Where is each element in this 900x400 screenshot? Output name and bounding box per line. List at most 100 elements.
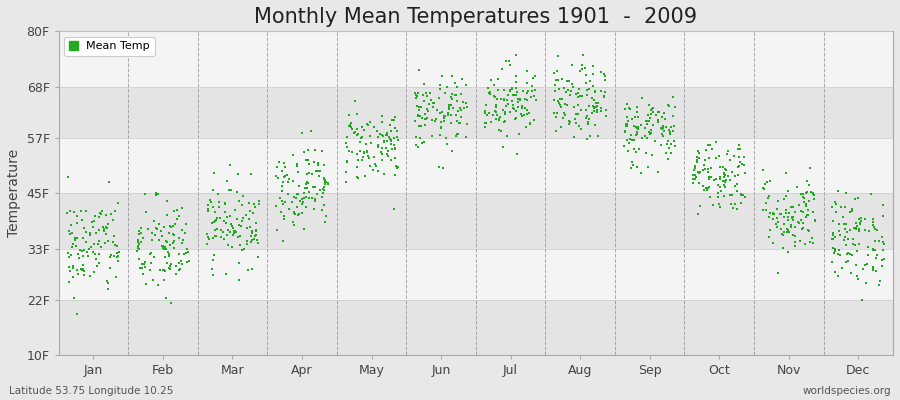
Point (734, 192, 748, 198)
Point (799, 189, 814, 196)
Point (158, 246, 173, 252)
Point (770, 206, 784, 212)
Point (292, 182, 307, 189)
Point (87, 241, 102, 248)
Point (527, 117, 542, 123)
Point (793, 238, 807, 244)
Point (98, 230, 112, 237)
Point (133, 265, 148, 271)
Point (339, 158, 354, 164)
Point (736, 162, 751, 168)
Point (459, 100, 473, 106)
Point (212, 204, 226, 210)
Point (629, 132, 643, 138)
Point (873, 277, 887, 284)
Point (700, 186, 715, 193)
Point (163, 242, 177, 248)
Point (297, 226, 311, 232)
Point (806, 191, 820, 198)
Point (691, 180, 706, 186)
Point (380, 132, 394, 139)
Point (631, 114, 645, 120)
Point (144, 250, 158, 256)
Point (364, 140, 379, 146)
Point (726, 153, 741, 159)
Point (180, 246, 194, 252)
Point (442, 103, 456, 109)
Point (433, 82, 447, 89)
Point (588, 122, 602, 128)
Point (571, 110, 585, 117)
Point (146, 277, 160, 283)
Point (729, 180, 743, 187)
Point (688, 165, 702, 171)
Point (164, 300, 178, 306)
Point (426, 100, 440, 106)
Point (222, 229, 237, 236)
Point (518, 104, 533, 111)
Point (801, 207, 815, 213)
Point (89, 256, 104, 262)
Point (725, 205, 740, 211)
Point (235, 202, 249, 209)
Point (526, 93, 541, 100)
Point (847, 225, 861, 231)
Point (850, 225, 864, 232)
Point (72, 255, 86, 261)
Point (343, 122, 357, 128)
Point (734, 161, 749, 168)
Point (549, 128, 563, 134)
Point (666, 94, 680, 100)
Point (224, 187, 238, 194)
Point (430, 106, 445, 113)
Point (656, 123, 670, 130)
Point (645, 104, 660, 111)
Point (790, 184, 805, 191)
Point (622, 105, 636, 111)
Point (701, 176, 716, 182)
Point (626, 145, 641, 152)
Point (577, 65, 591, 71)
Point (86, 218, 101, 225)
Point (699, 147, 714, 154)
Point (651, 108, 665, 115)
Point (73, 247, 87, 253)
Point (229, 206, 243, 213)
Point (757, 186, 771, 192)
Point (76, 262, 91, 269)
Point (220, 214, 234, 220)
Point (480, 120, 494, 126)
Point (209, 232, 223, 239)
Point (136, 271, 150, 278)
Point (207, 169, 221, 176)
Point (872, 282, 886, 288)
Point (450, 130, 464, 137)
Point (581, 103, 596, 109)
Point (859, 279, 873, 286)
Point (850, 223, 865, 229)
Point (791, 219, 806, 226)
Point (350, 111, 365, 117)
Point (624, 132, 638, 139)
Point (724, 201, 738, 207)
Point (355, 124, 369, 130)
Point (802, 182, 816, 189)
Point (436, 112, 451, 119)
Point (418, 138, 432, 145)
Point (828, 248, 842, 254)
Point (361, 122, 375, 128)
Point (65, 230, 79, 236)
Point (211, 191, 225, 197)
Point (61, 174, 76, 180)
Point (148, 225, 163, 231)
Point (842, 226, 857, 233)
Point (94, 211, 108, 217)
Point (708, 154, 723, 161)
Point (691, 150, 706, 156)
Point (770, 224, 785, 230)
Point (499, 103, 513, 110)
Point (418, 110, 432, 117)
Point (782, 229, 796, 235)
Point (481, 111, 495, 118)
Point (625, 115, 639, 122)
